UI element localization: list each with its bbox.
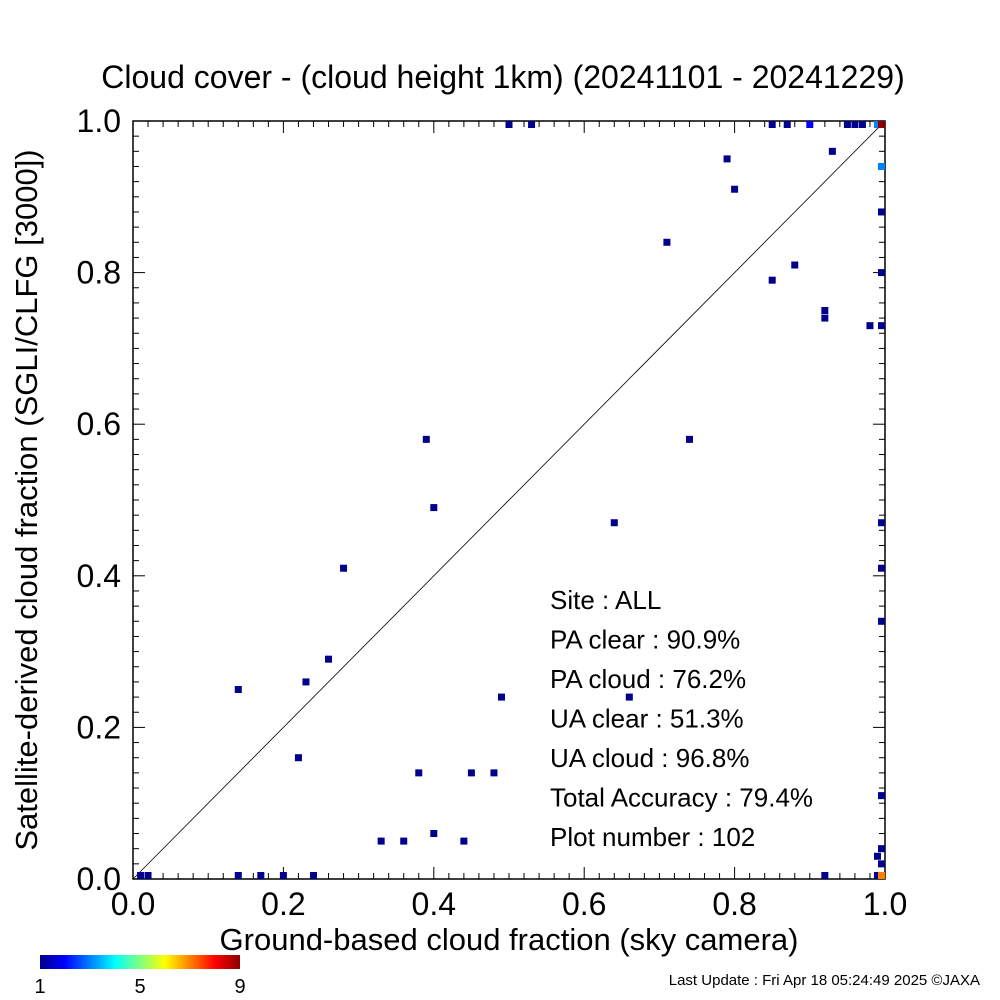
stat-line: PA cloud : 76.2% [550,664,746,694]
data-point [768,121,776,128]
y-axis-label: Satellite-derived cloud fraction (SGLI/C… [9,149,44,850]
colorbar-mid-label: 5 [134,976,145,998]
data-point [430,504,438,512]
colorbar-gradient [40,955,240,969]
data-point [294,754,302,762]
data-point [144,872,152,879]
data-point [625,693,633,701]
data-point [415,769,423,777]
data-point [400,837,408,845]
one-to-one-line [132,120,886,880]
data-point [377,837,385,845]
data-point [878,269,885,277]
data-point [731,185,739,193]
data-point [866,322,874,330]
data-point [422,435,430,443]
y-tick-label: 0.0 [77,861,121,897]
y-tick-label: 0.4 [77,558,121,594]
data-point [851,121,859,128]
data-point [806,121,814,128]
data-point [878,121,885,128]
x-tick-labels: 0.0 0.2 0.4 0.6 0.8 1.0 [111,886,907,922]
chart-title: Cloud cover - (cloud height 1km) (202411… [101,59,904,95]
data-point [878,322,885,330]
x-tick-label: 0.8 [712,886,756,922]
data-point [791,261,799,269]
data-point [663,238,671,246]
data-point [467,769,475,777]
stat-line: Plot number : 102 [550,822,755,852]
stat-line: PA clear : 90.9% [550,625,740,655]
data-point [783,121,791,128]
plot-area [132,120,886,880]
x-axis-label: Ground-based cloud fraction (sky camera) [220,922,799,957]
data-point [302,678,310,686]
x-tick-label: 0.2 [261,886,305,922]
data-point [685,435,693,443]
data-point [878,792,885,800]
data-point [279,872,287,879]
colorbar-min-label: 1 [34,976,45,998]
data-point [610,519,618,527]
colorbar: 1 5 9 [34,955,246,998]
colorbar-max-label: 9 [234,976,245,998]
data-point [821,314,829,322]
data-point [821,307,829,314]
data-point [309,872,317,879]
minor-ticks [133,121,885,879]
data-point [234,872,242,879]
y-tick-label: 0.8 [77,255,121,291]
data-point [878,617,885,625]
x-tick-label: 0.6 [562,886,606,922]
data-point [497,693,505,701]
stat-line: Site : ALL [550,585,661,615]
data-point [858,121,866,128]
data-point [430,830,438,838]
data-point [505,121,513,128]
data-point [878,845,885,853]
data-point [325,655,333,663]
data-point [878,564,885,572]
data-point [878,872,885,879]
x-tick-label: 0.0 [111,886,155,922]
data-point [340,564,348,572]
stat-line: UA cloud : 96.8% [550,743,749,773]
x-tick-label: 0.4 [412,886,456,922]
data-point [873,872,881,879]
y-tick-label: 0.6 [77,406,121,442]
y-tick-label: 1.0 [77,103,121,139]
data-point [878,162,885,170]
footer-update-text: Last Update : Fri Apr 18 05:24:49 2025 ©… [669,972,980,989]
data-points [137,121,885,879]
stat-line: UA clear : 51.3% [550,704,744,734]
data-point [768,276,776,284]
data-point [528,121,536,128]
data-point [821,872,829,879]
data-point [873,121,881,128]
data-point [878,519,885,527]
data-point [460,837,468,845]
data-point [878,860,885,868]
x-tick-label: 1.0 [863,886,907,922]
data-point [234,686,242,693]
data-point [828,147,836,155]
data-point [843,121,851,128]
data-point [490,769,498,777]
data-point [873,852,881,860]
data-point [723,155,731,163]
stat-line: Total Accuracy : 79.4% [550,783,813,813]
y-tick-labels: 0.0 0.2 0.4 0.6 0.8 1.0 [77,103,121,897]
y-tick-label: 0.2 [77,709,121,745]
statistics-panel: Site : ALL PA clear : 90.9% PA cloud : 76.… [550,585,813,852]
data-point [137,872,145,879]
data-point [878,208,885,216]
data-point [257,872,265,879]
